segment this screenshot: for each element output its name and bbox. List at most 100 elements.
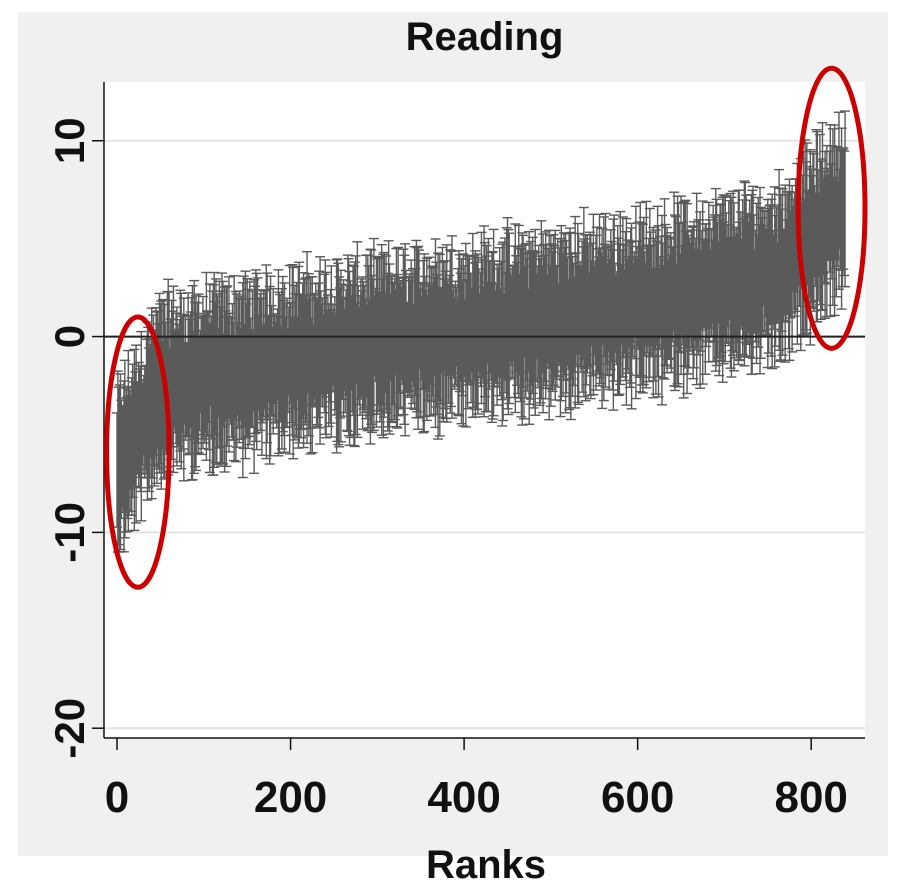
error-bar	[349, 261, 360, 448]
error-bar	[660, 223, 671, 366]
error-bar	[479, 225, 490, 418]
error-bar	[599, 243, 610, 358]
error-bar	[571, 252, 582, 366]
error-bar	[518, 234, 529, 388]
error-bar	[320, 259, 331, 436]
error-bar	[721, 212, 732, 344]
annotations	[104, 65, 868, 590]
error-bar	[291, 281, 302, 438]
error-bar	[325, 288, 336, 424]
error-bar	[398, 248, 409, 416]
error-bar	[817, 122, 828, 311]
error-bar	[502, 217, 513, 410]
error-bar	[740, 181, 751, 357]
error-bar	[279, 282, 290, 453]
error-bar	[833, 111, 844, 290]
error-bar	[430, 238, 441, 429]
error-bar	[594, 213, 605, 387]
error-bar	[208, 284, 219, 476]
error-bar	[517, 232, 528, 426]
error-bar	[621, 217, 632, 406]
error-bar	[240, 270, 251, 460]
error-bar	[547, 251, 558, 393]
error-bar	[815, 158, 826, 320]
error-bar	[497, 243, 508, 427]
y-tick-label: 0	[46, 325, 93, 348]
y-tick-label: -20	[46, 698, 93, 759]
error-bar	[226, 317, 237, 438]
error-bar	[223, 276, 234, 453]
error-bar	[233, 297, 244, 429]
error-bar	[626, 222, 637, 410]
error-bar	[384, 263, 395, 435]
error-bar	[299, 278, 310, 416]
error-bar	[432, 274, 443, 416]
error-bar	[187, 284, 198, 481]
error-bar	[156, 300, 167, 490]
error-bar	[608, 218, 619, 411]
error-bar	[777, 188, 788, 356]
error-bar	[236, 295, 247, 441]
error-bar	[570, 215, 581, 409]
x-tick-label: 0	[105, 773, 129, 822]
error-bar	[827, 128, 838, 307]
error-bar	[504, 232, 515, 405]
error-bar	[838, 147, 849, 270]
error-bar	[753, 196, 764, 348]
error-bar	[307, 276, 318, 454]
error-bar	[768, 234, 779, 330]
error-bar	[717, 196, 728, 383]
annotation-ellipse	[795, 65, 868, 351]
error-bar	[323, 303, 334, 428]
error-bar	[399, 254, 410, 425]
error-bar	[661, 235, 672, 367]
error-bar	[367, 274, 378, 434]
error-bar	[541, 244, 552, 389]
error-bar	[222, 285, 233, 447]
error-bar	[814, 133, 825, 306]
error-bar	[210, 300, 221, 436]
error-bar	[433, 252, 444, 440]
error-bar	[695, 211, 706, 389]
error-bar	[739, 180, 750, 367]
error-bar	[659, 198, 670, 380]
error-bar	[607, 249, 618, 391]
error-bar	[689, 221, 700, 369]
error-bar	[368, 237, 379, 432]
error-bar	[250, 269, 261, 443]
error-bar	[343, 257, 354, 437]
x-tick-label: 200	[254, 773, 327, 822]
error-bar	[446, 235, 457, 419]
error-bar	[487, 250, 498, 420]
error-bar	[635, 201, 646, 393]
error-bar	[458, 253, 469, 427]
error-bar	[217, 272, 228, 464]
error-bar	[453, 250, 464, 417]
error-bar	[624, 241, 635, 389]
error-bar	[193, 293, 204, 454]
error-bar	[268, 288, 279, 435]
error-bar	[651, 240, 662, 346]
error-bar	[313, 282, 324, 419]
error-bar	[518, 244, 529, 420]
error-bar	[503, 228, 514, 416]
error-bar	[444, 274, 455, 376]
error-bar	[129, 348, 140, 532]
error-bar	[371, 255, 382, 428]
error-bar	[358, 281, 369, 410]
error-bar	[615, 210, 626, 386]
x-tick-label: 400	[427, 773, 500, 822]
error-bar	[839, 150, 850, 277]
error-bar	[726, 196, 737, 378]
error-bar	[123, 349, 134, 532]
error-bar	[524, 230, 535, 425]
error-bar	[252, 277, 263, 434]
error-bar	[559, 246, 570, 376]
error-bar	[755, 206, 766, 359]
error-bar	[538, 233, 549, 414]
error-bar	[131, 344, 142, 524]
error-bar	[470, 250, 481, 418]
y-tick-label: -10	[46, 502, 93, 563]
error-bar	[273, 269, 284, 457]
